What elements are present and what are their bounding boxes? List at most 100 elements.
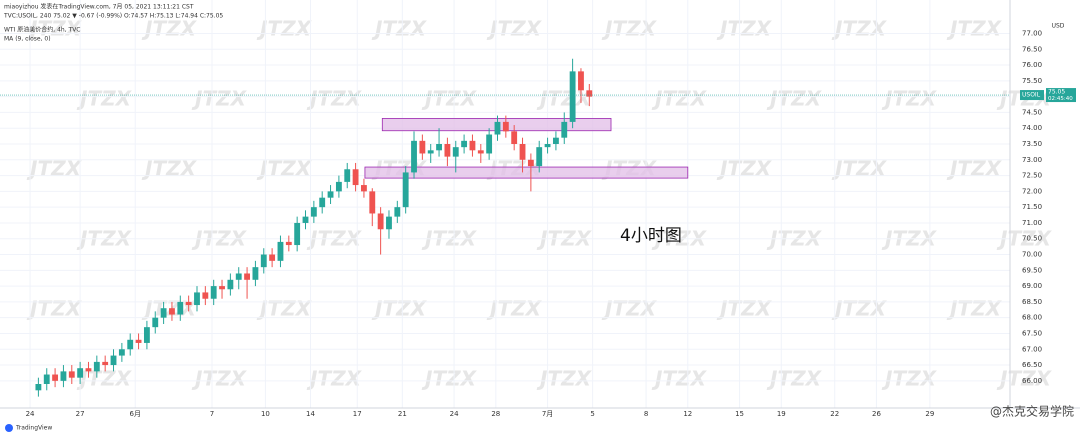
watermark: JTZX <box>831 297 888 321</box>
y-tick-label: 74.00 <box>1022 124 1042 132</box>
candle-body <box>252 267 259 280</box>
watermark: JTZX <box>536 87 593 111</box>
x-tick-label: 8 <box>644 410 648 418</box>
watermark: JTZX <box>716 297 773 321</box>
watermark: JTZX <box>536 367 593 391</box>
candle-body <box>536 147 543 167</box>
candle-body <box>277 241 284 261</box>
x-tick-label: 28 <box>491 410 500 418</box>
candle-body <box>118 349 125 356</box>
y-tick-label: 75.50 <box>1022 77 1042 85</box>
watermark: JTZX <box>716 157 773 181</box>
logo-icon <box>5 424 13 432</box>
candle-body <box>60 371 67 381</box>
watermark: JTZX <box>996 367 1053 391</box>
y-tick-label: 77.00 <box>1022 29 1042 37</box>
y-tick-label: 67.00 <box>1022 345 1042 353</box>
x-tick-label: 29 <box>925 410 934 418</box>
candle-body <box>502 121 509 132</box>
x-tick-label: 26 <box>872 410 881 418</box>
watermark: JTZX <box>371 297 428 321</box>
candle-body <box>294 222 301 246</box>
x-tick-label: 14 <box>306 410 315 418</box>
x-tick-label: 21 <box>398 410 407 418</box>
watermark: JTZX <box>191 87 248 111</box>
y-tick-label: 73.50 <box>1022 140 1042 148</box>
credit: @杰克交易学院 <box>990 404 1074 419</box>
candle-body <box>377 213 384 230</box>
candle-body <box>310 207 317 217</box>
x-tick-label: 22 <box>830 410 839 418</box>
candle-body <box>569 71 576 122</box>
candle-body <box>344 169 351 182</box>
candle-body <box>93 361 100 372</box>
candle-body <box>194 292 200 306</box>
y-tick-label: 69.50 <box>1022 266 1042 274</box>
candle-body <box>68 371 75 378</box>
candle-body <box>335 181 342 192</box>
y-tick-label: 66.00 <box>1022 377 1042 385</box>
candle-body <box>394 207 401 217</box>
x-tick-label: 24 <box>450 410 459 418</box>
candle-body <box>102 361 109 366</box>
watermark: JTZX <box>831 157 888 181</box>
watermark: JTZX <box>421 87 478 111</box>
candle-body <box>411 140 417 173</box>
watermark: JTZX <box>306 367 363 391</box>
symbol-tag <box>1020 90 1044 101</box>
y-tick-label: 76.50 <box>1022 45 1042 53</box>
candle-body <box>185 301 192 306</box>
y-tick-label: 71.50 <box>1022 203 1042 211</box>
header-line: miaoyizhou 发表在TradingView.com, 7月 05, 20… <box>4 3 194 11</box>
watermark: JTZX <box>256 297 313 321</box>
x-tick-label: 15 <box>735 410 744 418</box>
header-line: MA (9, close, 0) <box>4 36 51 43</box>
candle-body <box>361 185 367 192</box>
y-tick-label: 69.00 <box>1022 282 1042 290</box>
candle-body <box>477 150 484 154</box>
watermark: JTZX <box>946 17 1003 41</box>
y-tick-label: 72.50 <box>1022 172 1042 180</box>
x-tick-label: 17 <box>353 410 362 418</box>
watermark: JTZX <box>26 297 83 321</box>
candle-body <box>160 308 167 318</box>
y-tick-label: 67.50 <box>1022 329 1042 337</box>
candle-body <box>436 144 442 151</box>
plot <box>0 58 1010 397</box>
y-tick-label: 68.00 <box>1022 314 1042 322</box>
x-tick-label: 6月 <box>129 410 140 418</box>
candle-body <box>527 159 534 167</box>
y-tick-label: 71.00 <box>1022 219 1042 227</box>
watermark: JTZX <box>371 17 428 41</box>
y-tick-label: 74.50 <box>1022 108 1042 116</box>
watermark: JTZX <box>191 367 248 391</box>
watermark: JTZX <box>486 297 543 321</box>
candle-body <box>244 273 250 280</box>
watermark: JTZX <box>766 367 823 391</box>
candle-body <box>511 131 518 144</box>
candle-body <box>177 301 184 315</box>
watermark: JTZX <box>831 17 888 41</box>
x-tick-label: 24 <box>26 410 35 418</box>
candle-body <box>327 191 334 198</box>
candle-body <box>127 339 134 350</box>
x-tick-label: 19 <box>777 410 786 418</box>
candle-body <box>519 144 526 160</box>
watermark: JTZX <box>766 87 823 111</box>
candle-body <box>302 216 309 223</box>
watermark: JTZX <box>881 87 938 111</box>
candle-body <box>402 172 409 208</box>
candle-body <box>227 279 234 290</box>
watermark: JTZX <box>141 17 198 41</box>
candle-body <box>386 216 392 230</box>
candle-body <box>235 273 242 280</box>
candle-body <box>469 140 476 151</box>
price-tag-value: 75.05 <box>1048 89 1065 96</box>
candle-body <box>260 254 267 268</box>
candle-body <box>85 368 92 372</box>
price-tag <box>1046 88 1076 103</box>
candle-body <box>219 286 225 290</box>
candle-body <box>486 134 493 154</box>
watermark: JTZX <box>141 157 198 181</box>
y-tick-label: 66.50 <box>1022 361 1042 369</box>
